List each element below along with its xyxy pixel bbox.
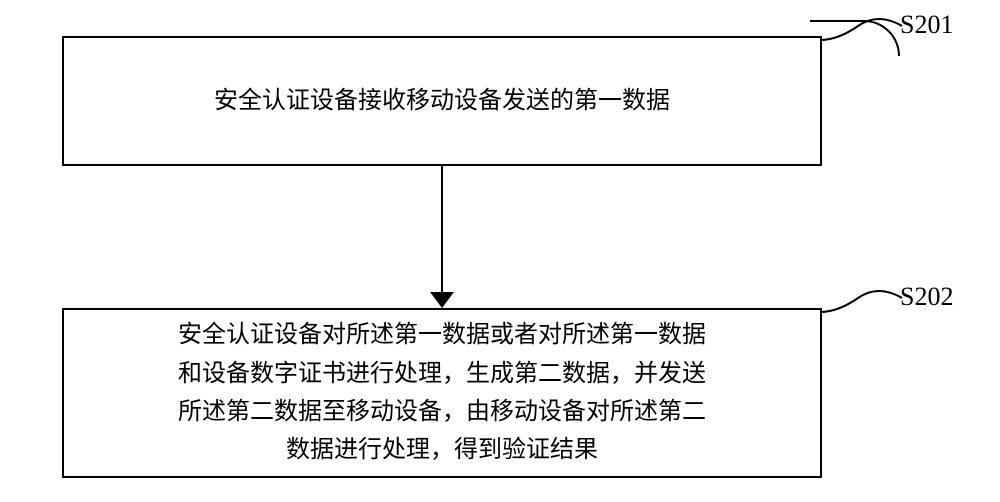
step-s201-text: 安全认证设备接收移动设备发送的第一数据	[214, 82, 670, 120]
step-label-s201-text: S201	[900, 10, 953, 39]
step-label-s202: S202	[900, 282, 953, 312]
edge-s201-s202-line	[441, 166, 443, 294]
step-s201-box: 安全认证设备接收移动设备发送的第一数据	[62, 36, 822, 166]
step-s202-text: 安全认证设备对所述第一数据或者对所述第一数据 和设备数字证书进行处理，生成第二数…	[178, 316, 706, 470]
step-s202-line4: 数据进行处理，得到验证结果	[178, 431, 706, 469]
step-label-s202-text: S202	[900, 282, 953, 311]
step-s202-box: 安全认证设备对所述第一数据或者对所述第一数据 和设备数字证书进行处理，生成第二数…	[62, 308, 822, 478]
step-s202-line1: 安全认证设备对所述第一数据或者对所述第一数据	[178, 316, 706, 354]
step-s202-line2: 和设备数字证书进行处理，生成第二数据，并发送	[178, 355, 706, 393]
step-s202-line3: 所述第二数据至移动设备，由移动设备对所述第二	[178, 393, 706, 431]
flowchart-canvas: 安全认证设备接收移动设备发送的第一数据 S201 安全认证设备对所述第一数据或者…	[0, 0, 1000, 502]
label-connector-s201-svg	[818, 10, 904, 42]
edge-s201-s202-arrow	[430, 292, 454, 308]
step-label-s201: S201	[900, 10, 953, 40]
label-connector-s202-svg	[818, 282, 904, 314]
